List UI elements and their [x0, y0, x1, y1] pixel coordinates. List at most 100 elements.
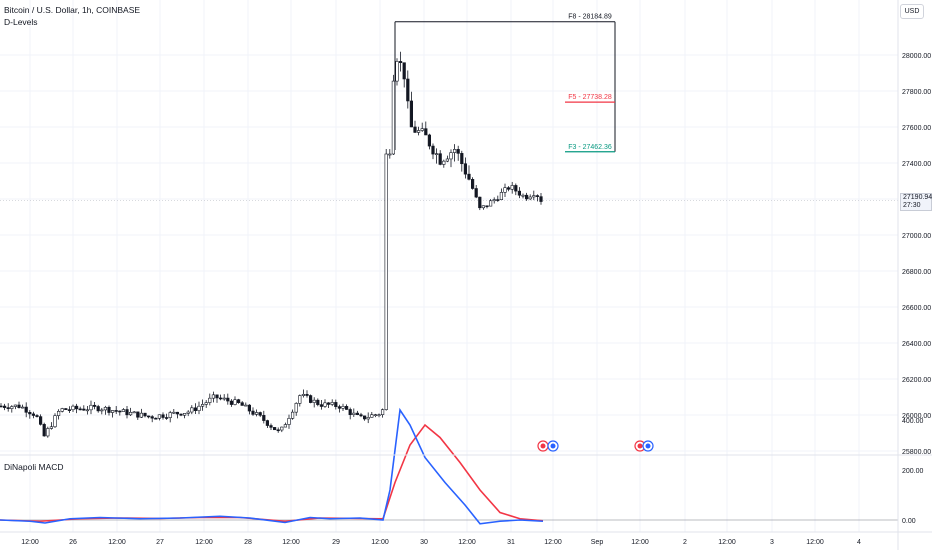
candle-body: [64, 408, 68, 410]
candle-body: [219, 397, 223, 400]
grid: [0, 0, 898, 532]
candle-body: [265, 420, 270, 426]
candle-body: [247, 404, 252, 412]
symbol-title: Bitcoin / U.S. Dollar, 1h, COINBASE: [4, 5, 141, 15]
candle-body: [521, 194, 525, 197]
currency-button[interactable]: USD: [900, 4, 924, 19]
candle-body: [463, 163, 468, 175]
candle-body: [474, 188, 478, 198]
last-price-value: 27190.94: [903, 194, 932, 201]
candle-body: [445, 158, 450, 162]
candle-body: [434, 153, 439, 155]
time-tick-label: 29: [332, 539, 340, 546]
macd-tick-label: 200.00: [902, 468, 924, 475]
candle-body: [308, 395, 313, 403]
candle-body: [197, 405, 201, 411]
candle-body: [481, 205, 486, 209]
candle-body: [290, 411, 295, 419]
level-label: F8 - 28184.89: [568, 14, 612, 21]
candle-body: [352, 412, 356, 415]
candle-body: [316, 399, 320, 405]
event-markers[interactable]: [537, 440, 654, 452]
candle-body: [528, 196, 532, 200]
candle-body: [46, 428, 50, 437]
candle-body: [229, 400, 234, 405]
candle-body: [67, 409, 71, 411]
candle-body: [341, 406, 345, 409]
candle-body: [17, 404, 21, 408]
candle-body: [452, 149, 457, 153]
price-tick-label: 26400.00: [902, 341, 931, 348]
candle-body: [503, 187, 507, 193]
time-tick-label: 2: [683, 539, 687, 546]
candle-body: [362, 415, 367, 420]
time-tick-label: 4: [857, 539, 861, 546]
price-tick-label: 27400.00: [902, 161, 931, 168]
candle-body: [132, 411, 136, 414]
event-marker-dot: [550, 443, 556, 449]
level-label: F3 - 27462.36: [568, 144, 612, 151]
candle-body: [204, 402, 208, 405]
macd-line: [0, 407, 544, 525]
candle-body: [78, 408, 82, 411]
candle-body: [449, 152, 453, 160]
candle-body: [211, 394, 216, 399]
time-tick-label: 12:00: [806, 539, 824, 546]
time-tick-label: 12:00: [371, 539, 389, 546]
candle-body: [165, 417, 169, 419]
candle-body: [305, 393, 309, 396]
candle-body: [255, 412, 259, 415]
price-tick-label: 25800.00: [902, 449, 931, 456]
candle-body: [406, 78, 410, 102]
candle-body: [125, 409, 129, 416]
time-tick-label: 12:00: [195, 539, 213, 546]
candle-body: [179, 413, 183, 416]
time-tick-label: Sep: [591, 539, 604, 546]
candle-body: [319, 404, 324, 407]
candle-body: [398, 61, 403, 63]
candle-body: [330, 402, 334, 405]
candle-body: [226, 397, 230, 402]
time-tick-label: 12:00: [718, 539, 736, 546]
candle-body: [438, 153, 442, 165]
candle-body: [251, 410, 255, 415]
candle-body: [186, 411, 190, 414]
candle-body: [89, 404, 93, 411]
event-marker-dot: [645, 443, 651, 449]
candle-body: [456, 149, 460, 154]
candle-body: [409, 100, 414, 128]
d-levels-box: F8 - 28184.89 F5 - 27738.28 F3 - 27462.36: [394, 14, 616, 153]
candle-body: [388, 153, 392, 156]
candle-body: [107, 406, 111, 413]
candle-body: [6, 407, 10, 409]
time-tick-label: 31: [507, 539, 515, 546]
candle-body: [395, 61, 399, 82]
candle-body: [420, 128, 424, 131]
macd-tick-label: 400.00: [902, 418, 924, 425]
candle-body: [298, 395, 302, 404]
candle-body: [424, 128, 428, 136]
candle-body: [2, 405, 7, 408]
candle-body: [157, 414, 162, 419]
candle-body: [366, 417, 370, 420]
candle-body: [485, 205, 489, 208]
candle-body: [28, 412, 32, 415]
candle-body: [269, 425, 273, 428]
candle-body: [215, 394, 219, 399]
candle-body: [294, 403, 298, 413]
candle-body: [301, 393, 306, 396]
price-tick-label: 26200.00: [902, 377, 931, 384]
candle-body: [377, 414, 381, 416]
candle-body: [111, 410, 115, 413]
candle-body: [344, 406, 349, 410]
candle-body: [10, 406, 14, 409]
price-candles: [0, 51, 543, 438]
price-tick-label: 26600.00: [902, 305, 931, 312]
candle-body: [0, 405, 3, 408]
macd-signal-line: [0, 423, 544, 523]
candle-body: [380, 409, 385, 415]
candle-body: [136, 411, 140, 418]
time-tick-label: 12:00: [282, 539, 300, 546]
candle-body: [147, 415, 151, 418]
